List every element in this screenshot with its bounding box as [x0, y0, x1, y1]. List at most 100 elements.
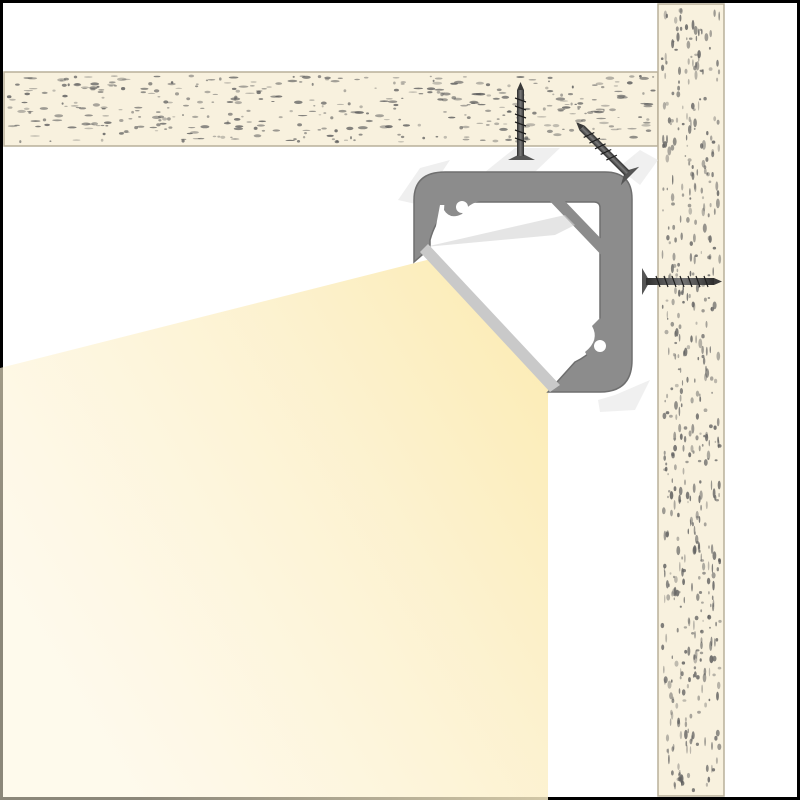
board-speckle [699, 480, 702, 484]
board-speckle [712, 246, 717, 250]
board-speckle [304, 132, 307, 135]
board-speckle [388, 100, 398, 103]
board-speckle [714, 459, 718, 462]
board-speckle [289, 110, 293, 113]
board-speckle [696, 593, 700, 601]
board-speckle [545, 86, 549, 90]
board-speckle [668, 754, 670, 765]
board-speckle [501, 95, 510, 99]
board-speckle [228, 76, 239, 79]
board-speckle [665, 101, 669, 106]
board-speckle [574, 103, 577, 105]
board-speckle [708, 180, 712, 184]
board-speckle [616, 96, 625, 99]
board-speckle [715, 181, 719, 191]
board-speckle [661, 250, 664, 259]
board-speckle [212, 93, 218, 95]
board-speckle [235, 125, 244, 128]
board-speckle [609, 108, 616, 112]
board-speckle [689, 253, 693, 262]
board-speckle [676, 536, 680, 541]
board-speckle [590, 110, 600, 113]
board-speckle [101, 108, 106, 110]
board-speckle [30, 120, 41, 122]
board-speckle [675, 26, 679, 32]
board-speckle [670, 144, 675, 151]
board-speckle [707, 614, 712, 620]
board-speckle [192, 138, 201, 140]
board-speckle [162, 117, 168, 121]
screw-side [642, 268, 722, 295]
board-speckle [678, 333, 681, 342]
board-speckle [153, 89, 160, 93]
board-speckle [684, 347, 688, 357]
board-speckle [528, 79, 537, 81]
board-speckle [662, 187, 665, 191]
board-speckle [592, 127, 595, 130]
board-speckle [104, 121, 112, 124]
board-speckle [188, 74, 195, 78]
board-speckle [700, 641, 703, 650]
board-speckle [292, 75, 295, 78]
board-speckle [681, 183, 684, 191]
board-speckle [246, 109, 251, 112]
board-speckle [686, 112, 688, 120]
board-speckle [698, 338, 703, 349]
board-speckle [675, 589, 680, 597]
board-speckle [694, 53, 698, 56]
board-speckle [466, 116, 471, 119]
board-speckle [666, 594, 671, 601]
board-speckle [219, 77, 222, 81]
board-speckle [684, 155, 687, 157]
board-speckle [691, 632, 695, 635]
board-speckle [675, 328, 679, 337]
board-speckle [664, 570, 666, 578]
board-speckle [690, 171, 694, 177]
board-speckle [682, 699, 687, 702]
board-speckle [140, 91, 146, 94]
board-speckle [691, 788, 696, 793]
board-speckle [354, 78, 360, 81]
board-speckle [640, 102, 649, 105]
board-speckle [154, 130, 159, 132]
board-speckle [683, 554, 686, 563]
board-speckle [714, 735, 718, 741]
board-speckle [711, 563, 714, 574]
board-speckle [673, 597, 675, 601]
board-speckle [595, 108, 604, 111]
board-speckle [546, 90, 554, 93]
board-speckle [694, 70, 698, 80]
board-speckle [393, 81, 396, 85]
board-speckle [693, 666, 697, 670]
board-speckle [714, 378, 718, 384]
board-speckle [698, 591, 703, 594]
board-speckle [685, 460, 689, 464]
board-speckle [688, 618, 691, 627]
board-speckle [673, 444, 677, 452]
board-speckle [668, 241, 671, 245]
board-speckle [710, 307, 713, 311]
board-speckle [696, 515, 700, 519]
board-speckle [688, 677, 691, 683]
board-speckle [707, 297, 711, 299]
board-speckle [650, 89, 656, 92]
board-speckle [664, 52, 667, 62]
board-speckle [156, 123, 161, 127]
board-speckle [163, 100, 169, 104]
board-speckle [479, 139, 486, 141]
board-speckle [436, 90, 441, 94]
board-speckle [712, 673, 716, 677]
board-speckle [693, 620, 695, 631]
board-speckle [17, 109, 26, 113]
board-speckle [357, 126, 368, 130]
board-speckle [102, 115, 109, 117]
board-speckle [704, 702, 707, 708]
board-speckle [677, 85, 680, 91]
board-speckle [678, 80, 680, 84]
board-speckle [674, 237, 677, 243]
board-speckle [709, 203, 712, 208]
board-speckle [477, 103, 486, 106]
board-speckle [398, 118, 402, 121]
board-speckle [584, 112, 587, 115]
board-speckle [230, 136, 233, 138]
